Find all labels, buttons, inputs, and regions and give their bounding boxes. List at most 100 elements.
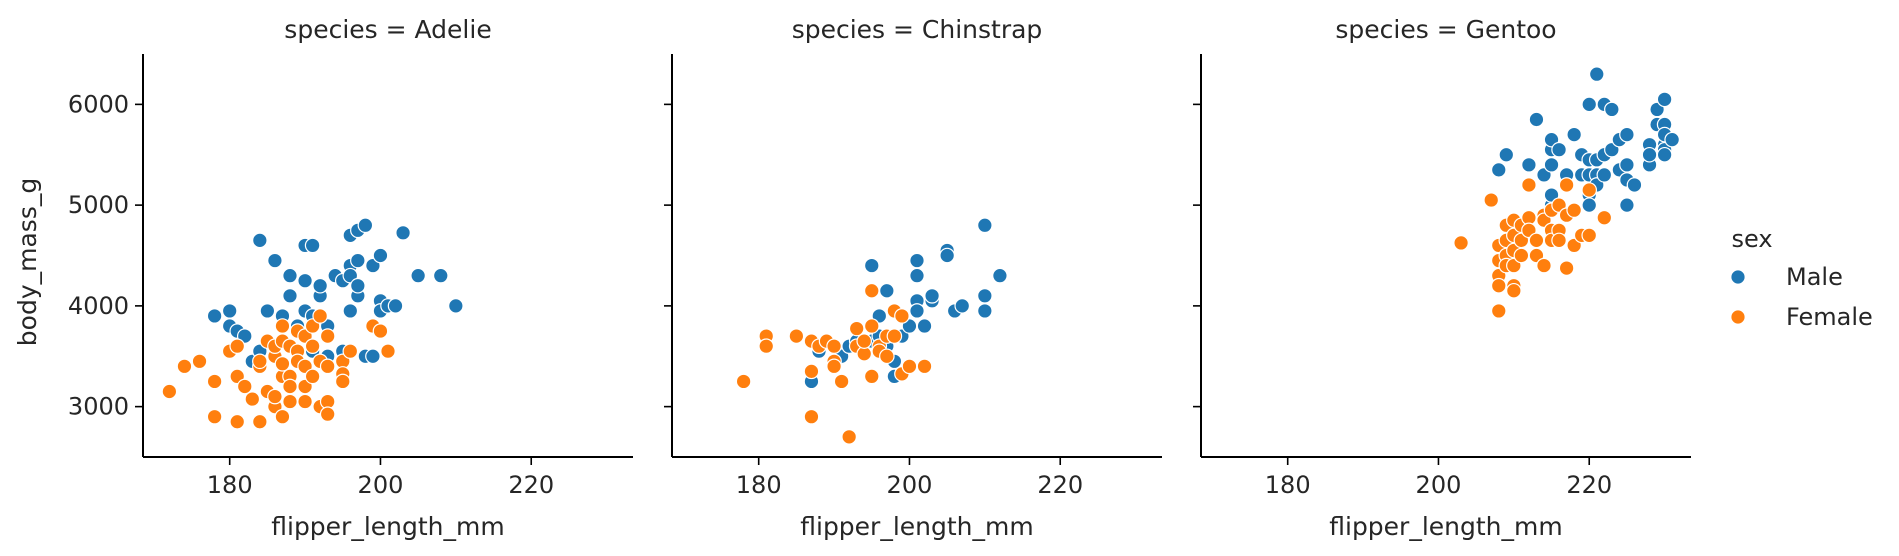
scatter-point [826, 338, 842, 354]
scatter-point [365, 348, 381, 365]
scatter-point [448, 298, 464, 314]
scatter-point [236, 378, 253, 395]
scatter-point [274, 356, 291, 372]
scatter-point [282, 267, 298, 284]
scatter-point [1604, 101, 1620, 118]
series-male [206, 217, 464, 370]
scatter-point [909, 252, 925, 269]
x-tick-label: 200 [358, 471, 404, 499]
scatter-point [372, 247, 389, 264]
scatter-point [1506, 282, 1522, 299]
scatter-point [848, 320, 865, 337]
scatter-point [319, 406, 336, 422]
x-tick-label: 220 [508, 471, 554, 499]
scatter-point [916, 318, 933, 334]
legend-title: sex [1731, 225, 1772, 253]
scatter-point [282, 378, 298, 395]
scatter-point [879, 348, 895, 365]
scatter-point [1543, 157, 1560, 173]
scatter-point [879, 282, 895, 299]
scatter-point [267, 252, 283, 269]
scatter-point [1558, 260, 1575, 276]
scatter-point [803, 363, 820, 380]
scatter-point [410, 267, 426, 284]
scatter-point [1656, 91, 1673, 108]
scatter-point [1619, 126, 1635, 143]
scatter-point [1453, 235, 1469, 251]
x-axis-label: flipper_length_mm [271, 512, 504, 541]
scatter-point [924, 287, 940, 304]
legend: sex Male Female [1730, 225, 1873, 331]
scatter-point [863, 282, 880, 299]
scatter-point [1581, 96, 1598, 113]
scatter-point [833, 373, 850, 390]
scatter-point [432, 267, 449, 284]
scatter-point [909, 267, 925, 284]
scatter-point [252, 353, 268, 370]
scatter-point [252, 413, 268, 430]
series-female [735, 282, 933, 445]
scatter-point [1641, 146, 1658, 163]
scatter-point [863, 257, 880, 274]
scatter-point [357, 217, 374, 234]
scatter-point [916, 358, 933, 375]
scatter-point [841, 429, 857, 445]
scatter-point [206, 373, 223, 390]
scatter-point [1521, 157, 1537, 173]
scatter-point [312, 277, 328, 294]
scatter-point [304, 368, 321, 385]
y-tick-label: 4000 [68, 292, 129, 320]
scatter-point [803, 408, 820, 425]
scatter-point [1619, 197, 1635, 213]
scatter-point [206, 408, 223, 425]
x-axis-label: flipper_length_mm [800, 512, 1033, 541]
scatter-point [788, 328, 805, 344]
scatter-point [206, 308, 223, 324]
scatter-point [221, 303, 238, 319]
scatter-point [826, 358, 842, 375]
y-tick-label: 3000 [68, 393, 129, 421]
scatter-point [1490, 277, 1507, 294]
series-male [1490, 66, 1680, 213]
scatter-point [1521, 177, 1537, 193]
scatter-point [1551, 141, 1567, 158]
x-tick-label: 220 [1566, 471, 1612, 499]
facet-panel: species = Gentoo 180 200 220flipper_length_… [1193, 15, 1691, 541]
scatter-point [282, 393, 298, 410]
legend-marker [1730, 309, 1746, 325]
scatter-point [1551, 232, 1567, 249]
scatter-point [350, 277, 366, 294]
scatter-point [1656, 146, 1673, 163]
scatter-point [735, 373, 752, 390]
scatter-point [886, 328, 903, 344]
scatter-point [1566, 202, 1582, 218]
scatter-point [1528, 111, 1545, 128]
scatter-point [1566, 126, 1582, 143]
scatter-point [252, 232, 268, 249]
scatter-point [1588, 66, 1605, 82]
scatter-point [1513, 247, 1530, 264]
scatter-point [1558, 177, 1575, 193]
scatter-point [894, 308, 910, 324]
scatter-point [1626, 177, 1643, 193]
scatter-point [259, 303, 276, 319]
series-female [1453, 177, 1613, 319]
legend-label: Male [1786, 263, 1843, 291]
scatter-point [856, 333, 873, 349]
scatter-point [977, 217, 993, 234]
scatter-point [372, 323, 389, 339]
scatter-point [161, 383, 178, 400]
legend-label: Female [1786, 303, 1873, 331]
scatter-point [304, 338, 321, 354]
scatter-point [1528, 232, 1545, 249]
panel-title: species = Chinstrap [792, 15, 1043, 44]
x-tick-label: 220 [1037, 471, 1083, 499]
scatter-point [334, 373, 351, 390]
scatter-point [758, 338, 775, 354]
facet-panel: species = Adelie 180 200 220 3000 4000 5000 600… [68, 15, 633, 541]
legend-marker [1730, 269, 1746, 285]
scatter-point [319, 358, 336, 375]
x-axis-label: flipper_length_mm [1329, 512, 1562, 541]
scatter-point [267, 388, 283, 405]
scatter-point [229, 338, 246, 354]
